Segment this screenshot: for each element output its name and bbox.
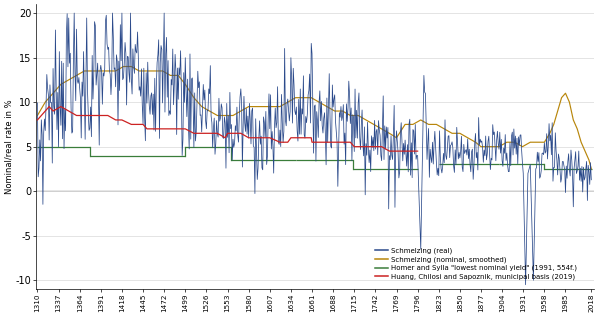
Y-axis label: Nominal/real rate in %: Nominal/real rate in %	[4, 99, 13, 194]
Legend: Schmelzing (real), Schmelzing (nominal, smoothed), Homer and Sylla "lowest nomin: Schmelzing (real), Schmelzing (nominal, …	[372, 245, 580, 283]
